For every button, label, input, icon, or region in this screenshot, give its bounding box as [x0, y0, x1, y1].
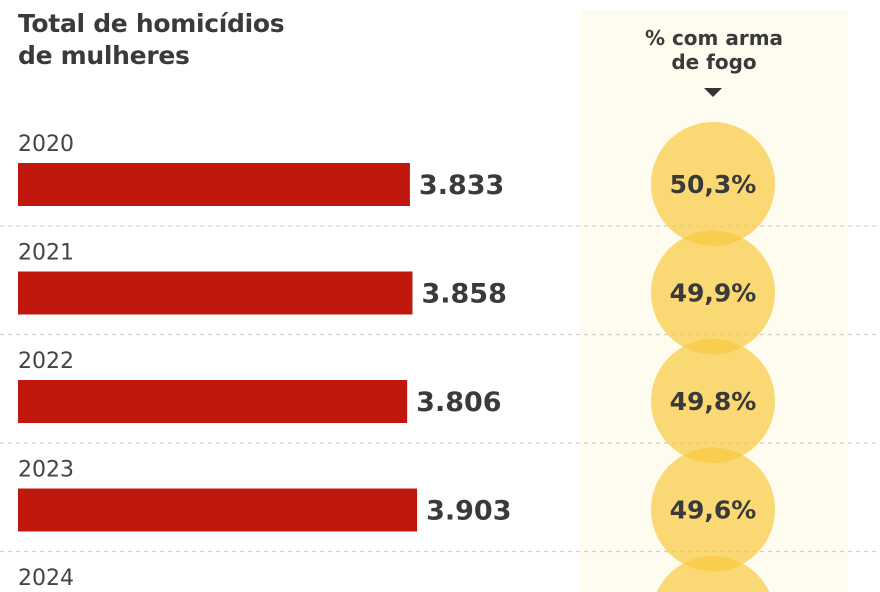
percent-circle: [656, 556, 770, 592]
percent-header-line-2: de fogo: [671, 50, 757, 74]
value-label: 3.858: [421, 279, 506, 310]
percent-circle: [651, 122, 775, 246]
value-label: 3.903: [426, 496, 511, 527]
value-label: 3.806: [416, 387, 501, 418]
year-label: 2021: [18, 241, 74, 266]
percent-circle: [651, 230, 775, 355]
bar: [18, 380, 408, 423]
year-label: 2023: [18, 458, 74, 483]
bar: [18, 163, 410, 206]
percent-label: 49,8%: [670, 387, 757, 416]
percent-column-header: % com arma de fogo: [580, 26, 848, 74]
percent-circle: [651, 339, 775, 463]
percent-label: 49,6%: [670, 496, 757, 525]
percent-circle: [651, 447, 775, 572]
percent-label: 49,9%: [670, 279, 757, 308]
chart-title: Total de homicídios de mulheres: [18, 8, 285, 72]
bar: [18, 488, 418, 532]
year-label: 2020: [18, 132, 74, 157]
year-label: 2024: [18, 566, 74, 591]
down-arrow-icon: [704, 88, 722, 97]
year-label: 2022: [18, 349, 74, 374]
value-label: 3.833: [419, 170, 504, 201]
percent-label: 50,3%: [670, 170, 757, 199]
bar: [18, 271, 413, 315]
percent-header-line-1: % com arma: [644, 26, 784, 50]
chart-title-line-2: de mulheres: [18, 41, 190, 70]
chart-title-line-1: Total de homicídios: [18, 9, 285, 38]
